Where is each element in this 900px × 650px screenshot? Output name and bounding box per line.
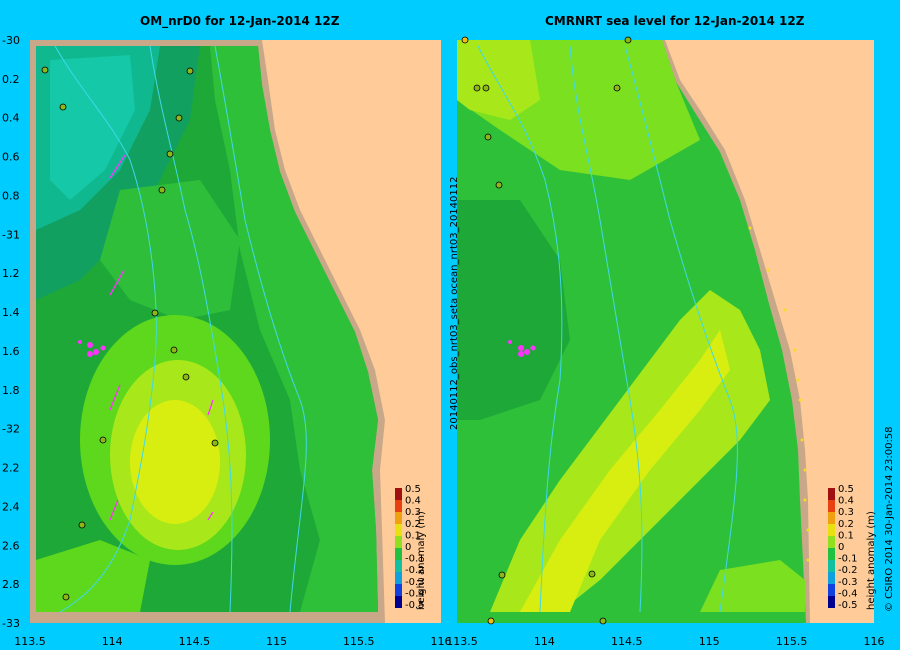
right-nw-zone (457, 40, 540, 120)
colorbar-tick-label: 0.1 (838, 530, 854, 541)
left-mid-blob (100, 180, 240, 320)
colorbar-tick-label: 0 (405, 542, 411, 553)
x-tick-label: 116 (864, 635, 885, 648)
y-tick-label: 2.2 (2, 462, 20, 475)
colorbar-tick-label: 0.5 (405, 484, 421, 495)
colorbar-tick-label: -0.5 (838, 600, 858, 611)
right-west-core (457, 200, 570, 420)
y-tick-label: 1.6 (2, 345, 20, 358)
colorbar-tick-label: -0.2 (838, 565, 858, 576)
left-colorbar-label: height anomaly (m) (416, 511, 427, 610)
colorbar-tick-label: 0.1 (405, 530, 421, 541)
left-east-band (210, 46, 378, 612)
left-magenta-markers (78, 340, 106, 357)
colorbar-tick-label: -0.4 (838, 588, 858, 599)
colorbar-tick-label: -0.5 (405, 600, 425, 611)
right-panel-title: CMRNRT sea level for 12-Jan-2014 12Z (545, 14, 805, 28)
x-tick-label: 114 (102, 635, 123, 648)
y-tick-label: 0.4 (2, 112, 20, 125)
left-vertical-label: 20140112_obs_nrt03_seta ocean_nrt03_2014… (449, 176, 460, 431)
x-tick-label: 116 (431, 635, 452, 648)
right-diagonal-core (520, 330, 730, 612)
x-tick-label: 113.5 (446, 635, 478, 648)
left-velocity-arrows (109, 154, 214, 521)
colorbar-tick-label: 0 (838, 542, 844, 553)
left-x-axis-ticks: 113.5 114 114.5 115 115.5 116 (14, 635, 451, 648)
colorbar-tick-label: -0.3 (838, 577, 858, 588)
left-map-panel (30, 40, 441, 623)
colorbar-tick-label: -0.3 (405, 577, 425, 588)
x-tick-label: 115.5 (776, 635, 808, 648)
left-contour-1 (54, 45, 157, 613)
y-tick-label: 1.8 (2, 384, 20, 397)
copyright-label: © CSIRO 2014 30-Jan-2014 23:00:58 (884, 426, 895, 612)
x-tick-label: 113.5 (14, 635, 46, 648)
left-observation-markers (41, 66, 219, 601)
y-axis-ticks: -30 0.2 0.4 0.6 0.8 -31 1.2 1.4 1.6 1.8 -32 2.2 2.4 2… (2, 34, 20, 630)
left-contour-2 (149, 45, 233, 613)
left-contour-3 (214, 45, 307, 613)
left-colorbar (395, 488, 402, 608)
y-tick-label: -31 (2, 228, 20, 241)
colorbar-tick-label: 0.3 (838, 507, 854, 518)
x-tick-label: 115.5 (343, 635, 375, 648)
colorbar-tick-label: -0.4 (405, 588, 425, 599)
right-observation-markers (461, 36, 632, 625)
colorbar-tick-label: -0.1 (405, 554, 425, 565)
y-tick-label: -33 (2, 617, 20, 630)
colorbar-tick-label: 0.2 (838, 519, 854, 530)
x-tick-label: 114 (534, 635, 555, 648)
right-x-axis-ticks: 113.5 114 114.5 115 115.5 116 (446, 635, 884, 648)
left-colorbar-ticks: 0.50.40.30.20.10-0.1-0.2-0.3-0.4-0.5 (405, 484, 425, 611)
left-south-blob-core (130, 400, 220, 524)
right-colorbar-label: height anomaly (m) (866, 511, 877, 610)
x-tick-label: 115 (266, 635, 287, 648)
right-map-panel (457, 36, 874, 625)
colorbar-tick-label: 0.3 (405, 507, 421, 518)
y-tick-label: 0.2 (2, 73, 20, 86)
y-tick-label: -32 (2, 423, 20, 436)
right-magenta-markers (508, 340, 536, 357)
x-tick-label: 114.5 (611, 635, 643, 648)
colorbar-tick-label: 0.4 (405, 496, 421, 507)
colorbar-tick-label: 0.5 (838, 484, 854, 495)
colorbar-tick-label: 0.4 (838, 496, 854, 507)
right-coastal-markers (748, 226, 810, 562)
left-panel-title: OM_nrD0 for 12-Jan-2014 12Z (140, 14, 340, 28)
y-tick-label: 0.6 (2, 151, 20, 164)
y-tick-label: 0.8 (2, 189, 20, 202)
right-contour-2 (569, 45, 643, 613)
right-contour-1 (477, 45, 563, 613)
y-tick-label: 2.4 (2, 500, 20, 513)
right-ocean-base (457, 40, 806, 623)
colorbar-tick-label: 0.2 (405, 519, 421, 530)
y-tick-label: 2.8 (2, 578, 20, 591)
colorbar-tick-label: -0.2 (405, 565, 425, 576)
left-nw-teal-core (50, 55, 135, 200)
colorbar-tick-label: -0.1 (838, 554, 858, 565)
y-tick-label: 2.6 (2, 539, 20, 552)
right-colorbar-ticks: 0.50.40.30.20.10-0.1-0.2-0.3-0.4-0.5 (838, 484, 858, 611)
right-contour-3 (624, 45, 738, 613)
y-tick-label: 1.4 (2, 306, 20, 319)
y-tick-label: 1.2 (2, 267, 20, 280)
y-tick-label: -30 (2, 34, 20, 47)
x-tick-label: 115 (699, 635, 720, 648)
right-colorbar (828, 488, 835, 608)
right-south-zone (700, 560, 805, 612)
x-tick-label: 114.5 (179, 635, 211, 648)
